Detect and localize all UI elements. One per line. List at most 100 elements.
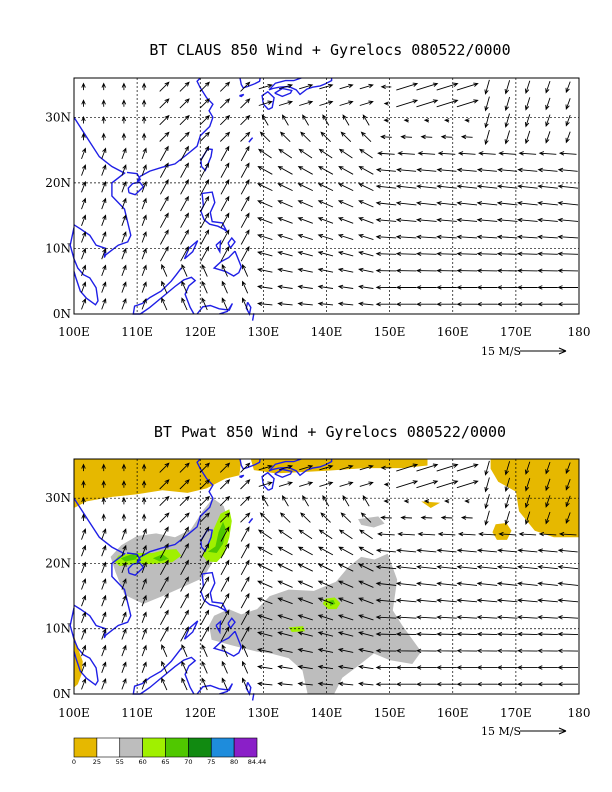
wind-vector bbox=[121, 231, 127, 243]
wind-vector bbox=[221, 644, 228, 657]
pwat-region bbox=[202, 509, 232, 563]
wind-vector bbox=[524, 80, 531, 95]
coastline-segment bbox=[126, 458, 214, 563]
wind-vector bbox=[317, 546, 334, 556]
wind-vector bbox=[160, 542, 169, 559]
colorbar-swatch bbox=[188, 737, 212, 758]
wind-vector bbox=[377, 531, 395, 537]
wind-vector bbox=[240, 479, 251, 490]
wind-vector bbox=[557, 615, 579, 620]
wind-vector bbox=[476, 217, 498, 223]
wind-vector bbox=[220, 245, 230, 262]
wind-vector bbox=[496, 268, 518, 273]
wind-vector bbox=[383, 101, 389, 106]
wind-vector bbox=[257, 614, 273, 621]
wind-vector bbox=[200, 609, 210, 626]
wind-vector bbox=[444, 498, 450, 504]
wind-vector bbox=[484, 477, 490, 493]
wind-vector bbox=[81, 544, 87, 557]
wind-vector bbox=[101, 99, 106, 107]
wind-vector bbox=[277, 664, 293, 670]
wind-vector bbox=[565, 131, 571, 144]
wind-vector bbox=[298, 529, 313, 540]
wind-vector bbox=[456, 631, 478, 637]
wind-vector bbox=[141, 644, 147, 657]
colorbar-swatch bbox=[73, 737, 98, 758]
wind-vector bbox=[258, 464, 273, 471]
wind-vector bbox=[537, 598, 558, 603]
wind-vector bbox=[199, 495, 210, 507]
wind-vector bbox=[504, 461, 511, 476]
wind-vector bbox=[240, 462, 251, 473]
panel1-coastline bbox=[69, 77, 333, 321]
wind-vector bbox=[337, 250, 354, 257]
wind-vector bbox=[121, 115, 127, 124]
coastline-segment bbox=[239, 458, 255, 470]
wind-vector bbox=[200, 542, 210, 559]
wind-vector bbox=[297, 183, 313, 192]
wind-vector bbox=[121, 247, 127, 260]
wind-vector bbox=[436, 581, 457, 586]
wind-vector bbox=[456, 480, 479, 489]
wind-vector bbox=[360, 131, 372, 143]
wind-vector bbox=[436, 564, 457, 570]
panel2-tick-labels: 100E 110E 120E 130E 140E 150E 160E 170E 180 0N 10N… bbox=[45, 491, 590, 720]
wind-vector bbox=[484, 510, 490, 526]
wind-vector bbox=[180, 145, 189, 162]
wind-vector bbox=[180, 592, 189, 609]
wind-vector bbox=[180, 179, 189, 195]
wind-vector bbox=[240, 98, 251, 109]
wind-vector bbox=[337, 597, 354, 605]
wind-vector bbox=[395, 217, 417, 223]
wind-vector bbox=[537, 615, 558, 620]
wind-vector bbox=[476, 581, 498, 586]
wind-vector bbox=[457, 531, 476, 537]
wind-vector bbox=[557, 598, 579, 603]
wind-vector bbox=[199, 114, 210, 126]
wind-vector bbox=[375, 648, 397, 654]
wind-vector bbox=[415, 251, 437, 257]
wind-vector bbox=[504, 494, 511, 509]
wind-vector bbox=[199, 479, 210, 490]
coastline-segment bbox=[200, 571, 228, 613]
wind-vector bbox=[81, 281, 87, 293]
wind-vector bbox=[277, 614, 293, 621]
wind-vector bbox=[181, 263, 188, 277]
panel1-vector-scale-label: 15 M/S bbox=[481, 345, 521, 358]
wind-vector bbox=[200, 592, 210, 609]
wind-vector bbox=[377, 151, 395, 156]
wind-vector bbox=[557, 251, 579, 257]
pwat-wind-panel: BT Pwat 850 Wind + Gyrelocs 080522/0000 … bbox=[45, 423, 590, 766]
colorbar-label: 84.44 bbox=[248, 758, 267, 766]
wind-vector bbox=[517, 665, 538, 670]
wind-vector bbox=[358, 165, 374, 175]
wind-vector bbox=[241, 263, 249, 277]
wind-vector bbox=[537, 665, 558, 670]
wind-vector bbox=[340, 512, 352, 523]
wind-vector bbox=[180, 195, 189, 212]
wind-vector bbox=[504, 113, 511, 128]
colorbar-label: 55 bbox=[116, 758, 124, 766]
wind-vector bbox=[557, 217, 579, 223]
wind-vector bbox=[297, 563, 313, 572]
wind-vector bbox=[299, 83, 314, 90]
wind-vector bbox=[416, 82, 439, 91]
wind-vector bbox=[261, 495, 269, 507]
wind-vector bbox=[160, 212, 169, 228]
x-tick-label: 150E bbox=[374, 325, 406, 339]
x-tick-label: 110E bbox=[121, 706, 153, 720]
wind-vector bbox=[240, 559, 250, 576]
wind-vector bbox=[537, 268, 558, 273]
colorbar-swatch bbox=[233, 737, 258, 758]
wind-vector bbox=[297, 250, 313, 257]
wind-vector bbox=[359, 100, 374, 106]
wind-vector bbox=[141, 661, 147, 673]
wind-vector bbox=[240, 576, 250, 592]
wind-vector bbox=[160, 526, 169, 542]
wind-vector bbox=[101, 164, 107, 176]
wind-vector bbox=[121, 480, 127, 488]
wind-vector bbox=[240, 179, 250, 195]
wind-vector bbox=[476, 268, 498, 273]
wind-vector bbox=[81, 677, 87, 690]
wind-vector bbox=[101, 132, 106, 141]
